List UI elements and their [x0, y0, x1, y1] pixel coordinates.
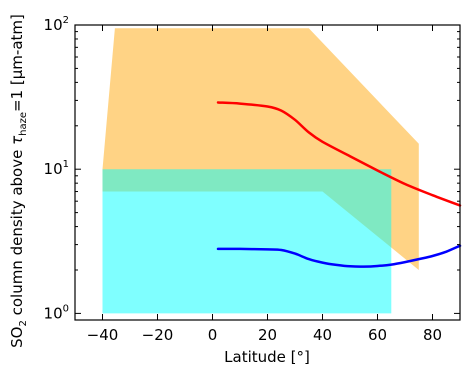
region-cyan — [102, 169, 392, 314]
x-tick-label: −40 — [87, 326, 119, 344]
y-label-suffix: =1 [μm-atm] — [8, 14, 26, 112]
x-tick-labels: −40 −20 0 20 40 60 80 — [87, 326, 442, 344]
data-lines — [216, 101, 462, 268]
x-tick-label: 60 — [368, 326, 387, 344]
y-label-prefix-sub: 2 — [18, 320, 29, 326]
y-tick-exponent: 1 — [63, 159, 69, 170]
series-line-blue — [216, 244, 462, 268]
y-tick-base: 10 — [44, 160, 63, 178]
x-tick-label: −20 — [142, 326, 174, 344]
series-line-red — [216, 101, 462, 207]
x-tick-label: 20 — [258, 326, 277, 344]
y-tick-base: 10 — [44, 304, 63, 322]
x-tick-label: 0 — [208, 326, 218, 344]
y-label-symbol: τ — [8, 135, 26, 145]
y-tick-label: 102 — [44, 15, 69, 34]
y-label-symbol-sub: haze — [18, 112, 29, 136]
x-tick-label: 80 — [423, 326, 442, 344]
y-tick-base: 10 — [44, 16, 63, 34]
shaded-regions — [102, 28, 419, 314]
region-orange — [102, 28, 419, 271]
y-tick-exponent: 2 — [63, 15, 69, 26]
axis-ticks — [75, 24, 460, 320]
y-axis-label: SO2 column density above τhaze=1 [μm-atm… — [8, 14, 29, 348]
x-axis-label: Latitude [°] — [224, 348, 310, 366]
y-label-prefix: SO — [8, 327, 26, 348]
x-tick-label: 40 — [313, 326, 332, 344]
y-tick-label: 101 — [44, 159, 69, 178]
y-tick-label: 100 — [44, 303, 69, 322]
y-tick-exponent: 0 — [63, 303, 69, 314]
y-label-mid: column density above — [8, 145, 26, 320]
